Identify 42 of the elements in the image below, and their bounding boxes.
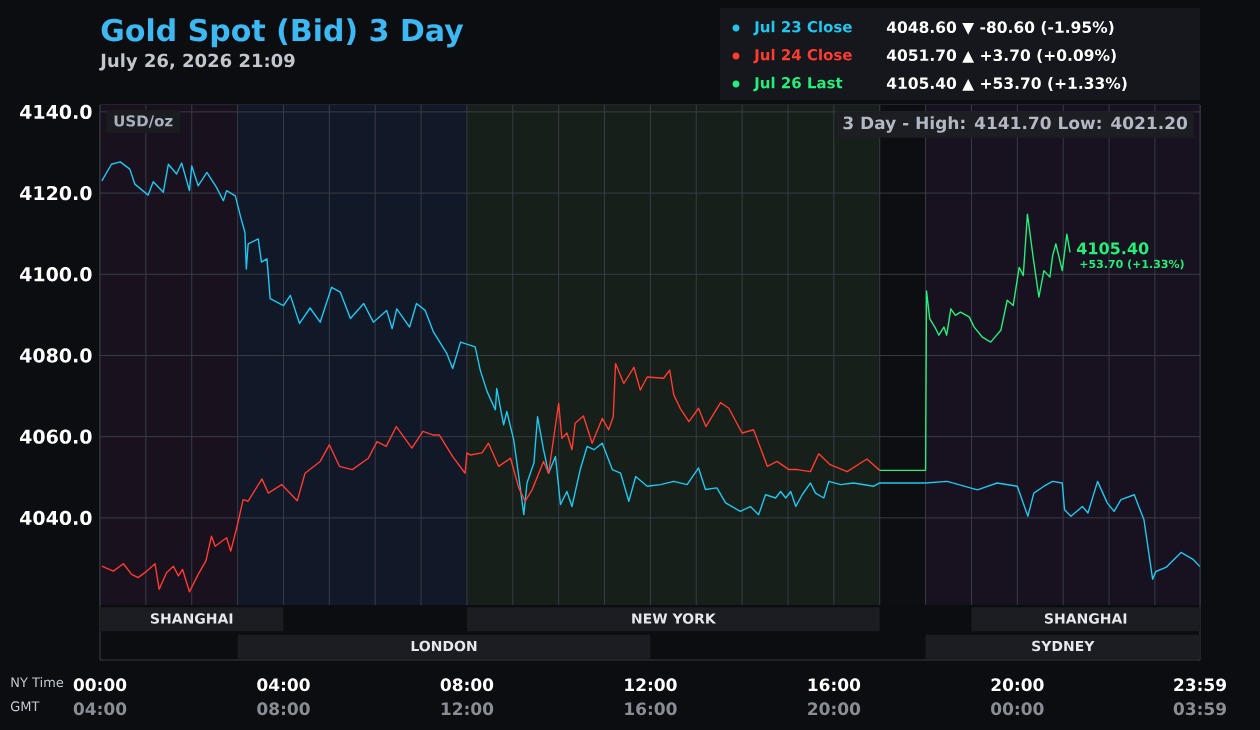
x-tick-label: 23:59 (1174, 678, 1226, 692)
band-label: SHANGHAI (1044, 613, 1127, 624)
x2-tick-label: 16:00 (625, 702, 677, 716)
y-tick-label: 4080.0 (20, 348, 92, 363)
annotation: 3 Day - High: 4141.70 Low: 4021.20 (843, 116, 1188, 133)
x-tick-label: 00:00 (73, 678, 127, 692)
x2-tick-label: 20:00 (808, 702, 861, 716)
x2-tick-label: 04:00 (73, 702, 127, 716)
annotation: 4105.40 (1076, 242, 1149, 255)
legend-label: Jul 24 Close (753, 48, 852, 64)
chart-title: Gold Spot (Bid) 3 Day (101, 18, 464, 48)
x2-tick-label: 00:00 (991, 702, 1044, 716)
x-tick-label: 12:00 (625, 678, 677, 692)
text: 4051.70 ▲ +3.70 (+0.09%) (886, 49, 1116, 63)
chart-subtitle: July 26, 2026 21:09 (99, 53, 295, 71)
legend-label: Jul 23 Close (753, 20, 852, 36)
y-tick-label: 4100.0 (20, 267, 92, 282)
x-tick-label: 16:00 (808, 678, 861, 692)
line-series (101, 362, 881, 593)
line-series (101, 161, 1201, 580)
band-label: SYDNEY (1032, 640, 1095, 652)
y-tick-label: 4040.0 (20, 510, 92, 526)
y-tick-label: 4120.0 (20, 185, 92, 201)
band-label: SHANGHAI (150, 613, 233, 624)
band-label: LONDON (411, 640, 477, 652)
x-tick-label: 04:00 (257, 678, 310, 692)
x2-tick-label: 03:59 (1173, 702, 1226, 716)
x2-axis-title: GMT (10, 701, 40, 712)
band-label: NEW YORK (632, 613, 717, 624)
x-axis-title: NY Time (11, 677, 64, 688)
line-series (879, 213, 1071, 472)
text: 4048.60 ▼ -80.60 (-1.95%) (886, 21, 1114, 35)
x2-tick-label: 12:00 (441, 702, 494, 716)
y-tick-label: 4060.0 (20, 429, 92, 444)
text: 4105.40 ▲ +53.70 (+1.33%) (886, 77, 1127, 91)
y-axis-title: USD/oz (114, 115, 173, 128)
annotation: +53.70 (+1.33%) (1080, 259, 1184, 270)
x-tick-label: 20:00 (991, 678, 1044, 692)
x2-tick-label: 08:00 (257, 702, 310, 716)
x-tick-label: 08:00 (440, 678, 494, 692)
y-tick-label: 4140.0 (20, 104, 92, 120)
legend-label: Jul 26 Last (753, 76, 843, 92)
